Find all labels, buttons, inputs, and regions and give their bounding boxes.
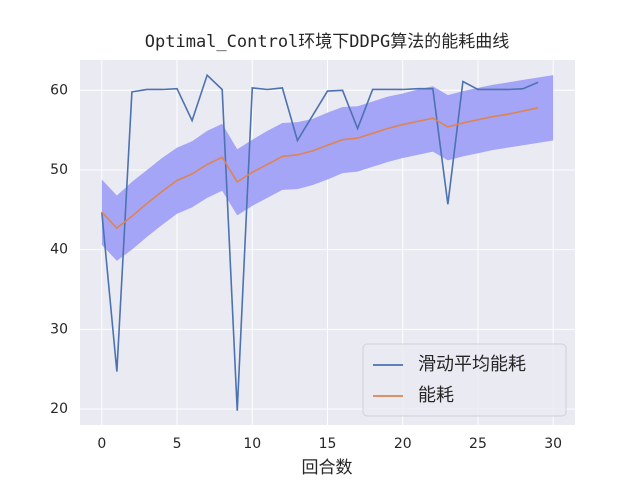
line	[101, 73, 539, 411]
y-tick-label: 40	[50, 242, 68, 258]
x-tick-label: 0	[97, 436, 106, 452]
y-tick-label: 20	[50, 401, 68, 417]
y-tick-label: 30	[50, 321, 68, 337]
legend-label: 滑动平均能耗	[418, 354, 526, 375]
x-axis-label: 回合数	[302, 458, 353, 478]
x-tick-label: 5	[173, 436, 182, 452]
legend-box	[362, 343, 567, 417]
x-tick-label: 30	[544, 436, 562, 452]
y-tick-label: 60	[50, 82, 68, 98]
line	[101, 107, 539, 230]
x-tick-label: 15	[319, 436, 337, 452]
x-tick-label: 20	[394, 436, 412, 452]
y-tick-label: 50	[50, 162, 68, 178]
band	[101, 75, 554, 261]
x-tick-label: 25	[469, 436, 487, 452]
legend-label: 能耗	[418, 385, 454, 406]
chart-title: Optimal_Control环境下DDPG算法的能耗曲线	[145, 32, 509, 52]
x-tick-label: 10	[243, 436, 261, 452]
